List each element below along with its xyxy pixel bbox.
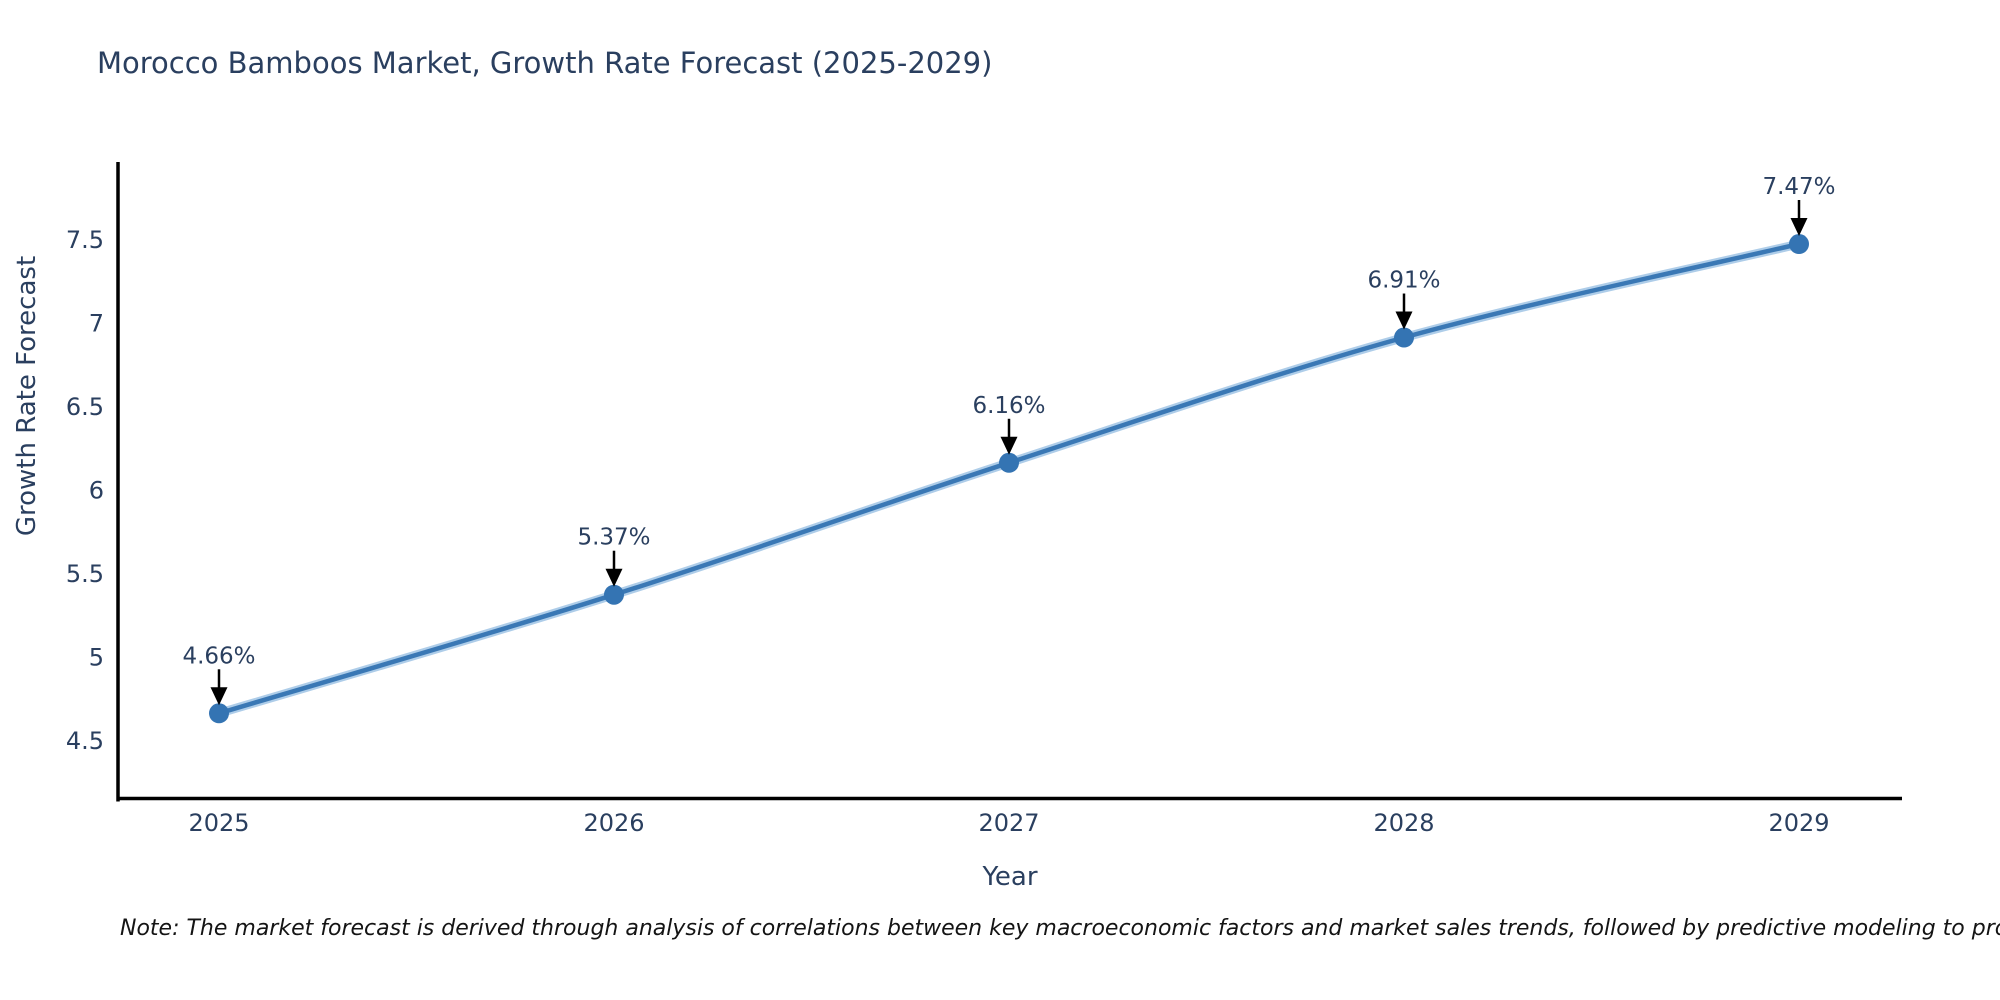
y-tick-label: 6 xyxy=(89,477,104,505)
annotation-arrowhead-icon xyxy=(605,568,623,587)
chart-title: Morocco Bamboos Market, Growth Rate Fore… xyxy=(97,46,993,80)
data-point-marker xyxy=(1789,234,1809,255)
x-tick-label: 2025 xyxy=(188,809,249,837)
annotation-arrowhead-icon xyxy=(210,687,228,706)
y-axis-title: Growth Rate Forecast xyxy=(12,255,42,537)
y-tick-label: 5.5 xyxy=(66,560,104,588)
footnote: Note: The market forecast is derived thr… xyxy=(120,916,2000,941)
data-point-marker xyxy=(999,452,1019,473)
line-series xyxy=(216,241,1802,716)
y-tick-label: 7.5 xyxy=(66,226,104,254)
point-annotation-label: 6.91% xyxy=(1367,268,1440,294)
point-annotation-label: 5.37% xyxy=(577,525,650,551)
y-tick-label: 5 xyxy=(89,644,104,672)
data-point-marker xyxy=(1394,327,1414,348)
y-tick-label: 6.5 xyxy=(66,393,104,421)
x-tick-label: 2029 xyxy=(1768,809,1829,837)
x-tick-label: 2026 xyxy=(583,809,644,837)
point-annotation-label: 4.66% xyxy=(182,643,255,669)
data-point-marker xyxy=(604,584,624,605)
point-annotation-label: 6.16% xyxy=(972,393,1045,419)
x-tick-label: 2028 xyxy=(1373,809,1434,837)
data-point-marker xyxy=(209,703,229,724)
annotation-arrowhead-icon xyxy=(1000,436,1018,455)
x-tick-label: 2027 xyxy=(978,809,1039,837)
annotation-arrowhead-icon xyxy=(1395,311,1413,330)
y-tick-label: 7 xyxy=(89,310,104,338)
y-tick-label: 4.5 xyxy=(66,727,104,755)
x-axis-title: Year xyxy=(982,862,1038,892)
annotation-arrowhead-icon xyxy=(1790,218,1808,237)
point-annotation-label: 7.47% xyxy=(1762,174,1835,200)
